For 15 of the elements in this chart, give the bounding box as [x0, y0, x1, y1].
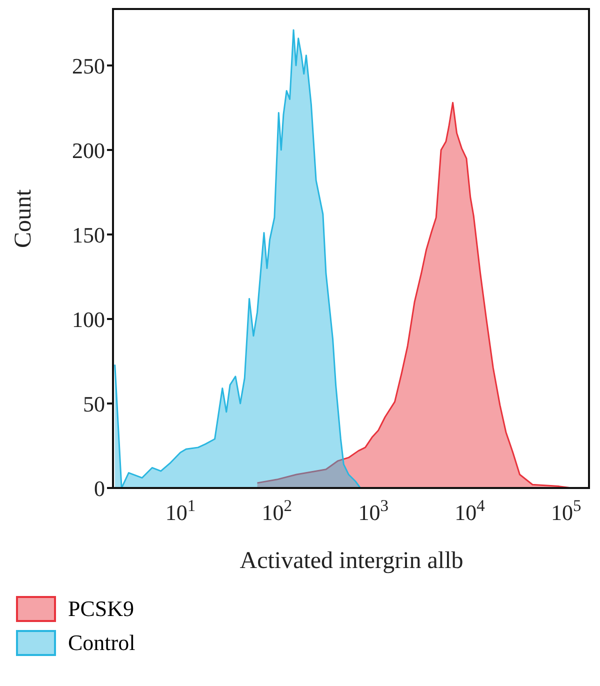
y-tick-label: 150	[72, 222, 105, 248]
x-tick-label: 10$^{3}$	[358, 496, 388, 525]
y-tick-label: 50	[83, 391, 105, 416]
x-tick-label: 10$^{2}$	[262, 496, 292, 525]
y-tick-label: 0	[94, 476, 105, 501]
x-axis-title: Activated intergrin allb	[240, 548, 464, 574]
x-tick-label: 10$^{1}$	[165, 496, 196, 525]
legend-label: Control	[68, 630, 136, 656]
y-axis-title: Count	[10, 188, 37, 248]
legend-label: PCSK9	[68, 596, 134, 622]
y-tick-label: 200	[72, 138, 105, 163]
x-tick-label: 10$^{5}$	[551, 496, 582, 525]
x-tick-label: 10$^{4}$	[454, 496, 485, 525]
y-tick-label: 250	[72, 53, 105, 78]
y-tick-label: 100	[72, 306, 105, 332]
